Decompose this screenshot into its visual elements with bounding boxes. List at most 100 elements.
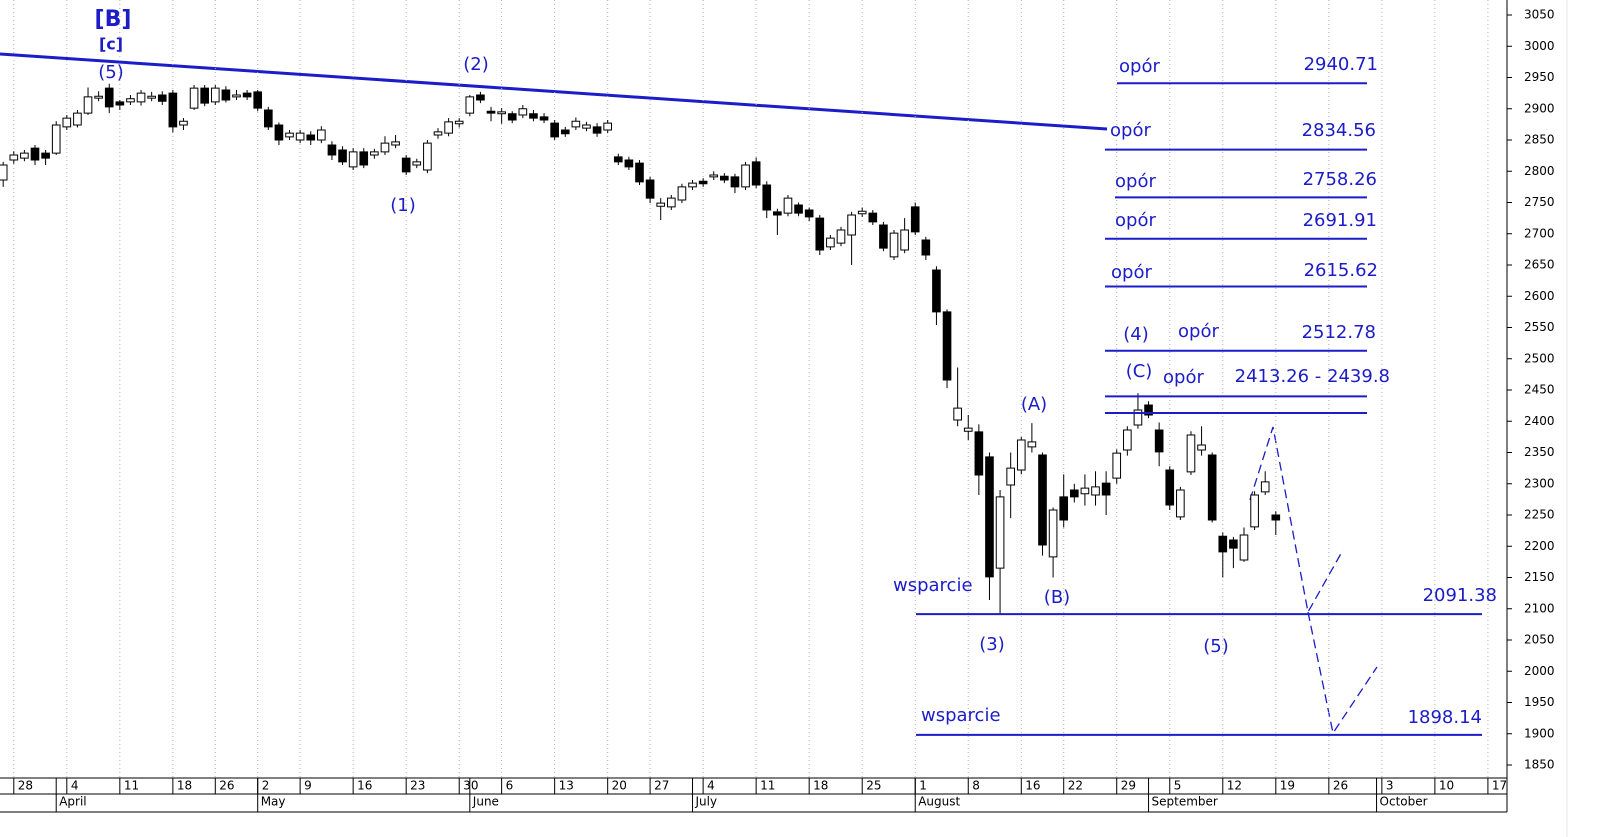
candle-body: [104, 87, 114, 108]
candle-body: [677, 186, 687, 201]
y-tick-label: 2750: [1524, 195, 1555, 209]
y-tick-label: 2950: [1524, 70, 1555, 84]
y-tick-label: 1950: [1524, 695, 1555, 709]
candle-body: [1229, 539, 1238, 549]
wave-label: (C): [1126, 361, 1153, 382]
candle-body: [985, 456, 994, 578]
candle-body: [751, 161, 761, 186]
candle-body: [995, 496, 1005, 569]
candle-body: [476, 94, 485, 101]
candle-body: [921, 239, 931, 256]
y-tick-label: 2250: [1524, 508, 1555, 522]
resistance-label: opór: [1110, 120, 1151, 141]
wave-label: (4): [1123, 324, 1149, 345]
candle-body: [1080, 487, 1090, 495]
x-tick-label: 16: [1025, 779, 1040, 793]
wave-label: (A): [1021, 394, 1047, 415]
resistance-label: opór: [1111, 262, 1152, 283]
x-tick-label: 18: [177, 779, 192, 793]
candle-body: [1144, 404, 1153, 416]
wave-label: [B]: [95, 7, 132, 32]
candle-body: [900, 229, 909, 251]
candle-body: [603, 122, 612, 131]
y-tick-label: 1900: [1524, 726, 1555, 740]
candle-body: [338, 149, 347, 163]
y-tick-label: 2550: [1524, 320, 1555, 334]
candle-body: [391, 141, 400, 146]
resistance-value: 2758.26: [1303, 169, 1377, 190]
x-tick-label: 25: [866, 779, 881, 793]
candle-body: [1048, 509, 1058, 558]
candle-body: [762, 184, 772, 211]
candle-body: [1069, 489, 1079, 498]
y-tick-label: 2200: [1524, 539, 1555, 553]
x-tick-label: 5: [1174, 779, 1182, 793]
candle-body: [974, 431, 984, 476]
candle-body: [1165, 469, 1175, 506]
candle-body: [1112, 452, 1122, 479]
candle-body: [645, 179, 655, 199]
candle-body: [571, 120, 581, 128]
wave-label: (5): [1203, 636, 1229, 657]
y-tick-label: 2300: [1524, 476, 1555, 490]
x-tick-label: 26: [1333, 779, 1348, 793]
month-label: April: [59, 795, 86, 809]
candle-body: [507, 113, 517, 121]
candle-body: [179, 120, 188, 126]
x-tick-label: 20: [612, 779, 627, 793]
resistance-label: opór: [1115, 171, 1156, 192]
candle-body: [295, 132, 305, 141]
candle-body: [497, 111, 506, 115]
candle-body: [730, 176, 740, 188]
candle-body: [1038, 454, 1047, 546]
support-value: 1898.14: [1408, 707, 1482, 728]
candle-body: [221, 89, 231, 101]
candle-body: [73, 112, 82, 126]
candle-body: [635, 162, 644, 183]
candle-body: [306, 134, 316, 141]
x-tick-label: 26: [219, 779, 234, 793]
candle-body: [963, 427, 973, 432]
candle-body: [613, 156, 623, 163]
candle-body: [932, 269, 941, 313]
candle-body: [232, 94, 241, 98]
x-tick-label: 3: [1386, 779, 1394, 793]
candle-body: [136, 92, 146, 103]
y-tick-label: 1850: [1524, 758, 1555, 772]
y-tick-label: 2450: [1524, 383, 1555, 397]
candle-body: [582, 124, 591, 129]
candle-body: [1218, 535, 1228, 553]
candle-body: [592, 126, 602, 134]
candle-body: [741, 164, 750, 188]
month-label: June: [472, 795, 499, 809]
support-label: wsparcie: [921, 705, 1001, 726]
candle-body: [0, 164, 8, 181]
candle-body: [847, 214, 856, 236]
y-tick-label: 2500: [1524, 351, 1555, 365]
candle-body: [815, 217, 825, 251]
candle-body: [794, 204, 803, 214]
candle-body: [560, 129, 570, 135]
candle-body: [1154, 429, 1164, 453]
y-tick-label: 2600: [1524, 289, 1555, 303]
candle-body: [83, 96, 93, 114]
support-label: wsparcie: [893, 575, 973, 596]
candle-body: [200, 87, 209, 104]
resistance-value: 2512.78: [1302, 322, 1376, 343]
candle-body: [910, 206, 920, 233]
x-tick-label: 29: [1121, 779, 1136, 793]
candle-body: [444, 121, 453, 134]
candle-body: [412, 161, 422, 166]
candle-body: [242, 92, 252, 98]
x-tick-label: 9: [304, 779, 312, 793]
candle-body: [857, 210, 867, 215]
candle-body: [942, 311, 952, 381]
resistance-value: 2834.56: [1302, 120, 1376, 141]
candle-body: [157, 94, 167, 102]
candle-body: [253, 91, 263, 109]
candle-body: [189, 87, 199, 109]
candle-body: [1250, 494, 1259, 528]
candle-body: [529, 113, 538, 119]
